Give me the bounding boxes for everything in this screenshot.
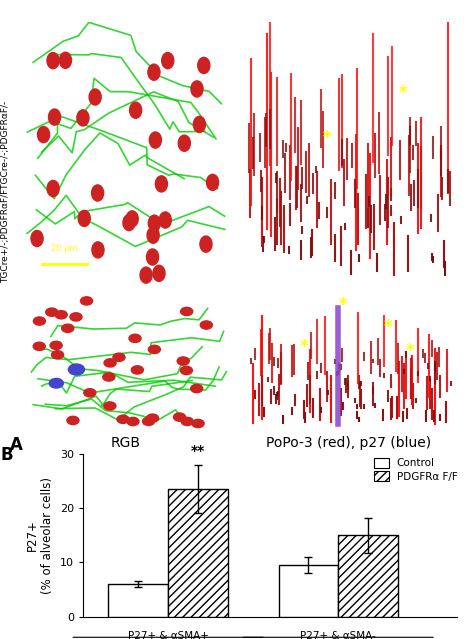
Circle shape [155,176,167,192]
Text: *: * [322,129,331,147]
Circle shape [37,127,50,142]
Circle shape [113,353,125,362]
Circle shape [48,109,61,125]
Circle shape [46,308,58,316]
Circle shape [198,58,210,73]
Bar [279,565,338,617]
Circle shape [78,210,90,226]
Circle shape [92,242,104,258]
Circle shape [62,324,74,332]
Circle shape [147,227,159,243]
Circle shape [84,389,96,397]
Circle shape [127,417,139,426]
Circle shape [192,419,204,427]
Circle shape [117,415,129,424]
Circle shape [181,417,193,426]
Circle shape [207,174,219,190]
Text: TGCre+/-;PDGFRαF/FTGCre-/-;PDGFRαF/-: TGCre+/-;PDGFRαF/FTGCre-/-;PDGFRαF/- [1,100,10,283]
Circle shape [149,132,162,148]
Circle shape [59,52,72,68]
Circle shape [181,307,193,316]
Circle shape [153,265,165,281]
Circle shape [31,231,43,247]
Circle shape [77,110,89,126]
Circle shape [191,81,203,97]
Circle shape [146,414,159,422]
Text: *: * [399,84,408,102]
Circle shape [148,215,160,231]
Circle shape [129,102,142,118]
Circle shape [47,180,59,197]
Text: A: A [9,436,22,454]
Circle shape [123,215,135,231]
Circle shape [140,267,152,283]
Circle shape [104,402,116,410]
Circle shape [148,345,160,353]
Legend: Control, PDGFRα F/F: Control, PDGFRα F/F [372,456,460,484]
Circle shape [67,416,79,424]
Bar [168,489,228,617]
Circle shape [50,341,62,350]
Circle shape [173,413,185,421]
Circle shape [143,417,155,426]
Circle shape [162,52,174,68]
Circle shape [89,89,101,105]
Bar [338,535,398,617]
Circle shape [103,373,115,381]
Circle shape [193,116,205,132]
Circle shape [178,135,191,151]
Circle shape [159,212,171,228]
Circle shape [68,364,84,375]
Circle shape [33,317,46,325]
Text: *: * [338,296,347,314]
Circle shape [126,211,138,227]
Text: B: B [0,445,13,463]
Text: P27+ & αSMA-: P27+ & αSMA- [301,631,376,639]
Circle shape [191,385,203,392]
Text: *: * [406,342,414,360]
Circle shape [49,378,64,388]
Circle shape [52,351,64,359]
Text: RGB: RGB [110,436,141,450]
Circle shape [201,321,212,329]
Circle shape [47,52,59,68]
Text: P27+ & αSMA+: P27+ & αSMA+ [128,631,209,639]
Circle shape [131,366,144,374]
Circle shape [55,311,67,319]
Text: 20 μm: 20 μm [51,244,78,253]
Circle shape [180,366,192,374]
Circle shape [81,296,92,305]
Text: PoPo-3 (red), p27 (blue): PoPo-3 (red), p27 (blue) [266,436,431,450]
Circle shape [146,249,159,265]
Circle shape [148,64,160,81]
Circle shape [129,334,141,343]
Text: *: * [383,318,392,336]
Circle shape [91,185,104,201]
Y-axis label: P27+
(% of alveolar cells): P27+ (% of alveolar cells) [26,477,54,594]
Circle shape [200,236,212,252]
Circle shape [177,357,189,365]
Circle shape [33,342,46,350]
Text: *: * [300,337,309,356]
Bar [109,584,168,617]
Circle shape [104,358,116,367]
Circle shape [70,312,82,321]
Text: **: ** [191,444,205,458]
